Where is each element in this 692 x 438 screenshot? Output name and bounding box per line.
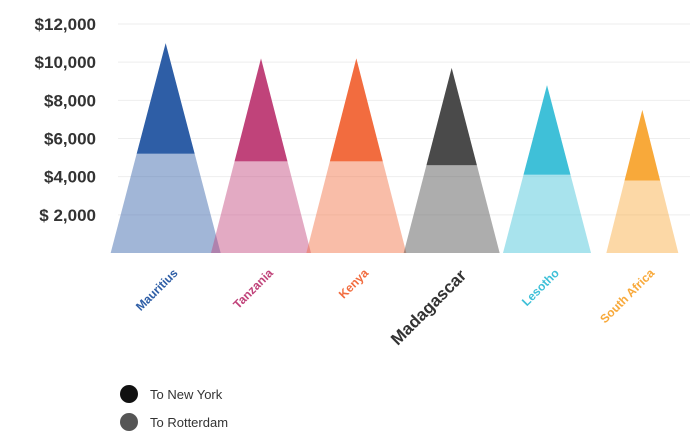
bar-segment-new-york xyxy=(136,43,195,154)
bar-segment-new-york xyxy=(523,85,571,175)
bars xyxy=(110,43,679,253)
y-tick-label: $6,000 xyxy=(44,130,96,149)
bar-mauritius xyxy=(110,43,221,253)
x-axis: Mauritius Tanzania Kenya Madagascar Lesotho S… xyxy=(133,266,658,349)
x-tick-label: Kenya xyxy=(336,266,372,302)
x-tick-label: South Africa xyxy=(597,266,657,326)
bar-segment-new-york xyxy=(234,58,288,162)
legend-swatch-rotterdam xyxy=(120,413,138,431)
legend-label: To Rotterdam xyxy=(150,414,229,430)
legend-label: To New York xyxy=(150,386,223,402)
grid-lines xyxy=(118,23,690,216)
legend-item-rotterdam: To Rotterdam xyxy=(120,410,228,434)
legend: To New York To Rotterdam xyxy=(120,382,228,438)
legend-item-new-york: To New York xyxy=(120,382,228,406)
bar-segment-new-york xyxy=(329,58,383,162)
x-tick-label: Mauritius xyxy=(133,266,181,314)
bar-lesotho xyxy=(503,85,591,253)
x-tick-label: Madagascar xyxy=(387,266,470,349)
bar-segment-rotterdam xyxy=(211,161,311,253)
bar-south-africa xyxy=(606,109,679,253)
chart: $ 2,000$4,000$6,000$8,000$10,000$12,000 … xyxy=(35,15,690,349)
x-tick-label: Tanzania xyxy=(230,266,276,312)
bar-segment-rotterdam xyxy=(110,153,221,253)
bar-segment-rotterdam xyxy=(403,165,500,253)
bar-segment-rotterdam xyxy=(606,180,679,253)
y-tick-label: $4,000 xyxy=(44,168,96,187)
y-axis: $ 2,000 $4,000 $6,000 $8,000 $10,000 $12,000 xyxy=(35,15,96,225)
y-tick-label: $8,000 xyxy=(44,91,96,110)
bar-segment-rotterdam xyxy=(306,161,407,253)
y-tick-label: $ 2,000 xyxy=(39,206,96,225)
bar-segment-rotterdam xyxy=(503,174,591,253)
bar-madagascar xyxy=(403,67,500,253)
legend-swatch-new-york xyxy=(120,385,138,403)
bar-kenya xyxy=(306,58,407,253)
x-tick-label: Lesotho xyxy=(519,266,562,309)
y-tick-label: $10,000 xyxy=(35,53,96,72)
bar-segment-new-york xyxy=(426,67,477,166)
bar-tanzania xyxy=(211,58,311,253)
bar-segment-new-york xyxy=(624,109,661,181)
y-tick-label: $12,000 xyxy=(35,15,96,34)
